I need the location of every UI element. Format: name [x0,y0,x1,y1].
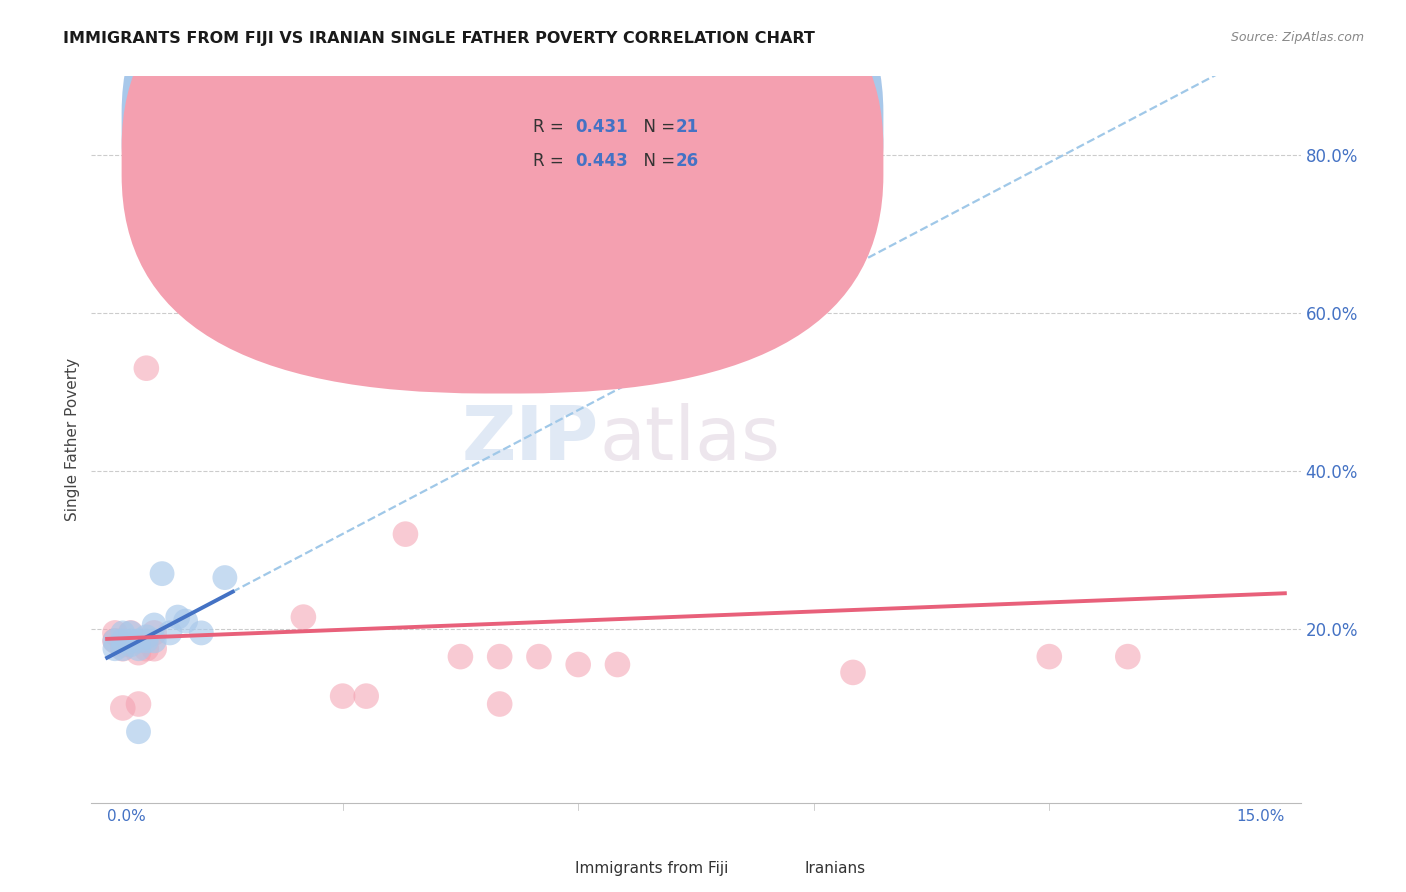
FancyBboxPatch shape [122,0,883,393]
Text: 0.0%: 0.0% [107,809,146,824]
Y-axis label: Single Father Poverty: Single Father Poverty [65,358,80,521]
Point [120,638,142,652]
Point [292,610,315,624]
Point [488,697,510,711]
Point [567,657,589,672]
Text: 0.431: 0.431 [575,118,627,136]
Point [135,630,157,644]
Point [111,641,134,656]
Point [120,626,142,640]
Point [135,633,157,648]
Text: Immigrants from Fiji: Immigrants from Fiji [575,861,728,876]
Point [1038,649,1060,664]
Point [135,641,157,656]
Point [159,626,181,640]
Point [111,641,134,656]
Point [332,689,354,703]
Text: atlas: atlas [599,403,780,475]
Text: 0.443: 0.443 [575,152,628,169]
FancyBboxPatch shape [472,109,738,181]
Text: Iranians: Iranians [804,861,866,876]
Text: 15.0%: 15.0% [1236,809,1285,824]
Point [527,649,550,664]
Point [104,641,127,656]
Point [128,633,150,648]
Point [111,626,134,640]
Text: ZIP: ZIP [463,403,599,475]
Text: 21: 21 [675,118,699,136]
Point [128,697,150,711]
Point [449,649,471,664]
Point [174,614,197,628]
Point [150,566,173,581]
Point [842,665,865,680]
Point [143,633,166,648]
Point [128,646,150,660]
Point [104,626,127,640]
Point [104,633,127,648]
FancyBboxPatch shape [762,859,796,887]
Point [120,633,142,648]
Point [128,641,150,656]
Point [1116,649,1139,664]
Text: R =: R = [533,118,569,136]
Text: N =: N = [633,118,681,136]
Point [111,638,134,652]
FancyBboxPatch shape [533,859,567,887]
Point [394,527,416,541]
Point [120,626,142,640]
FancyBboxPatch shape [122,0,883,359]
Point [354,689,377,703]
Point [166,610,188,624]
Point [214,571,236,585]
Point [143,641,166,656]
Text: IMMIGRANTS FROM FIJI VS IRANIAN SINGLE FATHER POVERTY CORRELATION CHART: IMMIGRANTS FROM FIJI VS IRANIAN SINGLE F… [63,31,815,46]
Text: 26: 26 [675,152,699,169]
Point [143,618,166,632]
Point [135,361,157,376]
Point [488,649,510,664]
Text: Source: ZipAtlas.com: Source: ZipAtlas.com [1230,31,1364,45]
Point [104,633,127,648]
Point [190,626,212,640]
Point [128,724,150,739]
Point [143,626,166,640]
Point [803,227,825,241]
Text: R =: R = [533,152,569,169]
Point [111,701,134,715]
Point [111,633,134,648]
Text: N =: N = [633,152,681,169]
Point [606,657,628,672]
